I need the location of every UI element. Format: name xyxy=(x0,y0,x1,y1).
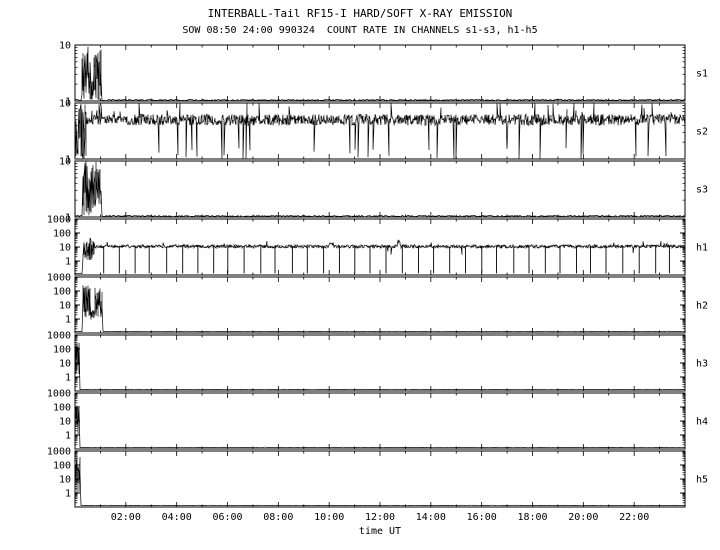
panel-label-h5: h5 xyxy=(696,475,708,486)
x-tick-label: 08:00 xyxy=(263,512,293,523)
y-tick-label: 10 xyxy=(59,99,71,110)
x-tick-label: 20:00 xyxy=(568,512,598,523)
signal-h1 xyxy=(75,237,686,274)
x-axis-label: time UT xyxy=(358,526,402,537)
signal-s3 xyxy=(74,161,686,218)
x-tick-label: 22:00 xyxy=(619,512,649,523)
x-tick-label: 10:00 xyxy=(314,512,344,523)
y-tick-label: 1 xyxy=(65,489,71,500)
y-tick-label: 1 xyxy=(65,315,71,326)
y-tick-label: 10 xyxy=(59,301,71,312)
y-tick-label: 10 xyxy=(59,475,71,486)
panel-label-s1: s1 xyxy=(696,69,708,80)
y-tick-label: 10 xyxy=(59,359,71,370)
y-tick-label: 10 xyxy=(59,243,71,254)
y-tick-label: 10 xyxy=(59,41,71,52)
panel-box-h3 xyxy=(74,334,686,392)
x-tick-label: 06:00 xyxy=(212,512,242,523)
panel-box-h2 xyxy=(74,276,686,334)
panel-label-h3: h3 xyxy=(696,359,708,370)
panel-label-s2: s2 xyxy=(696,127,708,138)
y-tick-label: 1000 xyxy=(47,331,71,342)
panel-label-s3: s3 xyxy=(696,185,708,196)
y-tick-label: 100 xyxy=(53,229,71,240)
panel-label-h4: h4 xyxy=(696,417,708,428)
y-tick-label: 1000 xyxy=(47,273,71,284)
y-tick-label: 100 xyxy=(53,403,71,414)
y-tick-label: 1 xyxy=(65,213,71,224)
y-tick-label: 1 xyxy=(65,155,71,166)
x-tick-label: 02:00 xyxy=(111,512,141,523)
panel-box-h5 xyxy=(74,450,686,508)
x-tick-label: 04:00 xyxy=(162,512,192,523)
y-tick-label: 1 xyxy=(65,431,71,442)
panel-label-h1: h1 xyxy=(696,243,708,254)
signal-h5 xyxy=(74,456,685,506)
signal-h4 xyxy=(74,405,686,448)
panel-label-h2: h2 xyxy=(696,301,708,312)
y-tick-label: 100 xyxy=(53,345,71,356)
chart-title: INTERBALL-Tail RF15-I HARD/SOFT X-RAY EM… xyxy=(207,7,513,20)
signal-h3 xyxy=(74,339,686,390)
signal-s2 xyxy=(74,102,686,160)
x-tick-label: 14:00 xyxy=(416,512,446,523)
y-tick-label: 1000 xyxy=(47,389,71,400)
panel-box-s1 xyxy=(74,44,686,102)
y-tick-label: 100 xyxy=(53,287,71,298)
panel-box-s3 xyxy=(74,160,686,218)
y-tick-label: 1000 xyxy=(47,215,71,226)
signal-h2 xyxy=(74,285,686,332)
y-tick-label: 1 xyxy=(65,257,71,268)
x-tick-label: 16:00 xyxy=(467,512,497,523)
chart-subtitle: SOW 08:50 24:00 990324 COUNT RATE IN CHA… xyxy=(182,25,538,36)
x-tick-label: 18:00 xyxy=(517,512,547,523)
y-tick-label: 1 xyxy=(65,373,71,384)
y-tick-label: 1 xyxy=(65,97,71,108)
y-tick-label: 10 xyxy=(59,417,71,428)
x-tick-label: 12:00 xyxy=(365,512,395,523)
panel-box-h4 xyxy=(74,392,686,450)
y-tick-label: 10 xyxy=(59,157,71,168)
signal-s1 xyxy=(75,46,686,102)
y-tick-label: 1000 xyxy=(47,447,71,458)
y-tick-label: 100 xyxy=(53,461,71,472)
